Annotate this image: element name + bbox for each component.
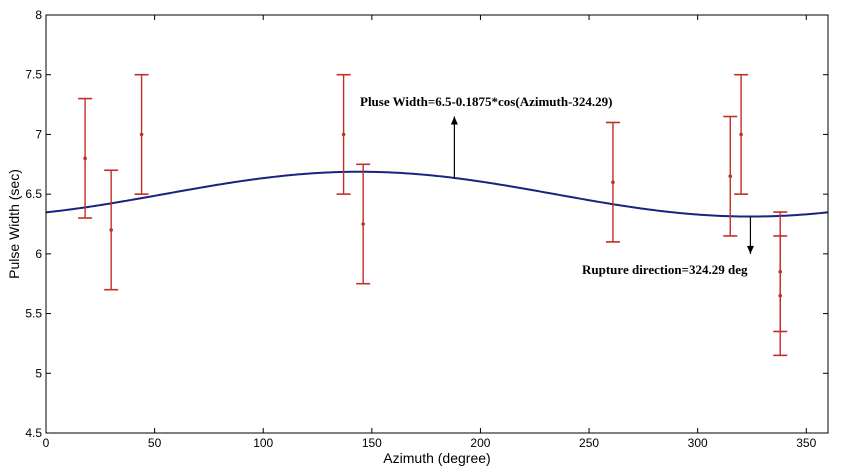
annotation-arrow-head-1	[450, 116, 458, 125]
x-tick-label: 50	[148, 436, 162, 450]
x-tick-label: 300	[688, 436, 708, 450]
x-tick-label: 100	[253, 436, 273, 450]
point-marker	[341, 132, 346, 137]
y-tick-label: 4.5	[25, 426, 42, 440]
data-point-8	[734, 73, 749, 195]
point-marker	[728, 174, 733, 179]
point-marker	[739, 132, 743, 137]
point-marker	[361, 222, 365, 226]
data-point-10	[773, 235, 788, 357]
plot-area	[46, 15, 828, 433]
points-layer	[78, 73, 788, 357]
data-point-5	[356, 163, 371, 285]
data-point-7	[723, 115, 738, 237]
x-axis-label: Azimuth (degree)	[383, 450, 490, 466]
point-marker	[611, 180, 615, 184]
annotation-layer: Pluse Width=6.5-0.1875*cos(Azimuth-324.2…	[360, 94, 754, 277]
y-axis-label: Pulse Width (sec)	[6, 169, 22, 279]
data-point-1	[78, 97, 93, 219]
point-marker	[139, 132, 144, 137]
data-point-6	[605, 121, 620, 243]
annotation-arrow-head-2	[746, 245, 754, 254]
data-point-4	[336, 73, 351, 195]
fit-equation-annotation: Pluse Width=6.5-0.1875*cos(Azimuth-324.2…	[360, 94, 612, 109]
point-marker	[778, 293, 783, 298]
rupture-direction-annotation: Rupture direction=324.29 deg	[582, 262, 748, 277]
data-point-2	[104, 169, 119, 291]
point-marker	[109, 228, 113, 232]
x-tick-label: 200	[470, 436, 490, 450]
data-point-3	[134, 73, 149, 195]
fit-curve	[45, 170, 829, 218]
ticks-layer: 0 50 100 150 200 250 300 350 4.5 5 5.5 6 6.5 7 7.5 8	[25, 8, 828, 450]
y-tick-label: 7	[35, 127, 42, 141]
y-tick-label: 5	[35, 366, 42, 380]
fit-layer	[45, 170, 829, 218]
y-tick-label: 7.5	[25, 68, 42, 82]
x-tick-label: 0	[43, 436, 50, 450]
x-tick-label: 350	[796, 436, 816, 450]
x-tick-label: 250	[579, 436, 599, 450]
y-tick-label: 6	[35, 247, 42, 261]
x-tick-label: 150	[362, 436, 382, 450]
y-tick-label: 8	[35, 8, 42, 22]
point-marker	[83, 156, 87, 161]
y-tick-label: 6.5	[25, 187, 42, 201]
plot-frame	[45, 14, 829, 434]
y-tick-label: 5.5	[25, 307, 42, 321]
